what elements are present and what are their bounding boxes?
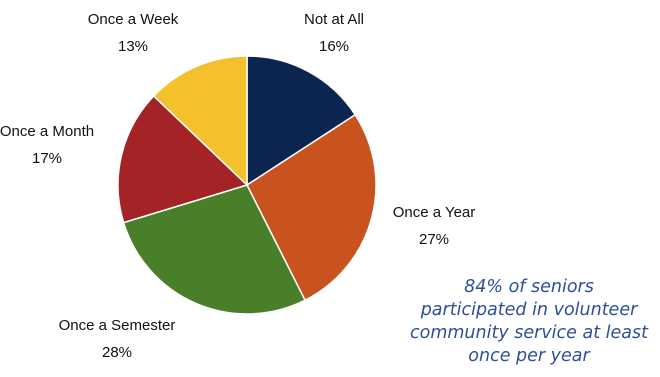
pie-slice-once-a-month bbox=[117, 94, 249, 224]
slice-value-once-a-week: 13% bbox=[118, 38, 148, 55]
slice-labels: Not at All 16% Once a Year 27% Once a Semest… bbox=[0, 11, 475, 361]
callout-line-2: participated in volunteer bbox=[420, 300, 638, 320]
pie-slice-once-a-year bbox=[246, 113, 377, 302]
slice-label-once-a-month: Once a Month bbox=[0, 123, 94, 140]
callout-line-4: once per year bbox=[468, 346, 590, 366]
pie-slices bbox=[117, 55, 377, 315]
slice-value-not-at-all: 16% bbox=[319, 38, 349, 55]
slice-value-once-a-year: 27% bbox=[419, 231, 449, 248]
slice-label-not-at-all: Not at All bbox=[304, 11, 364, 28]
slice-value-once-a-month: 17% bbox=[32, 150, 62, 167]
slice-label-once-a-week: Once a Week bbox=[88, 11, 179, 28]
slice-value-once-a-semester: 28% bbox=[102, 344, 132, 361]
slice-label-once-a-year: Once a Year bbox=[393, 204, 476, 221]
pie-slice-once-a-week bbox=[152, 55, 248, 187]
pie-slice-not-at-all bbox=[246, 55, 357, 187]
callout-line-3: community service at least bbox=[410, 323, 648, 343]
callout-line-1: 84% of seniors bbox=[464, 277, 594, 297]
slice-label-once-a-semester: Once a Semester bbox=[59, 317, 176, 334]
pie-slice-once-a-semester bbox=[122, 184, 307, 315]
callout-annotation: 84% of seniors participated in volunteer… bbox=[402, 276, 656, 368]
